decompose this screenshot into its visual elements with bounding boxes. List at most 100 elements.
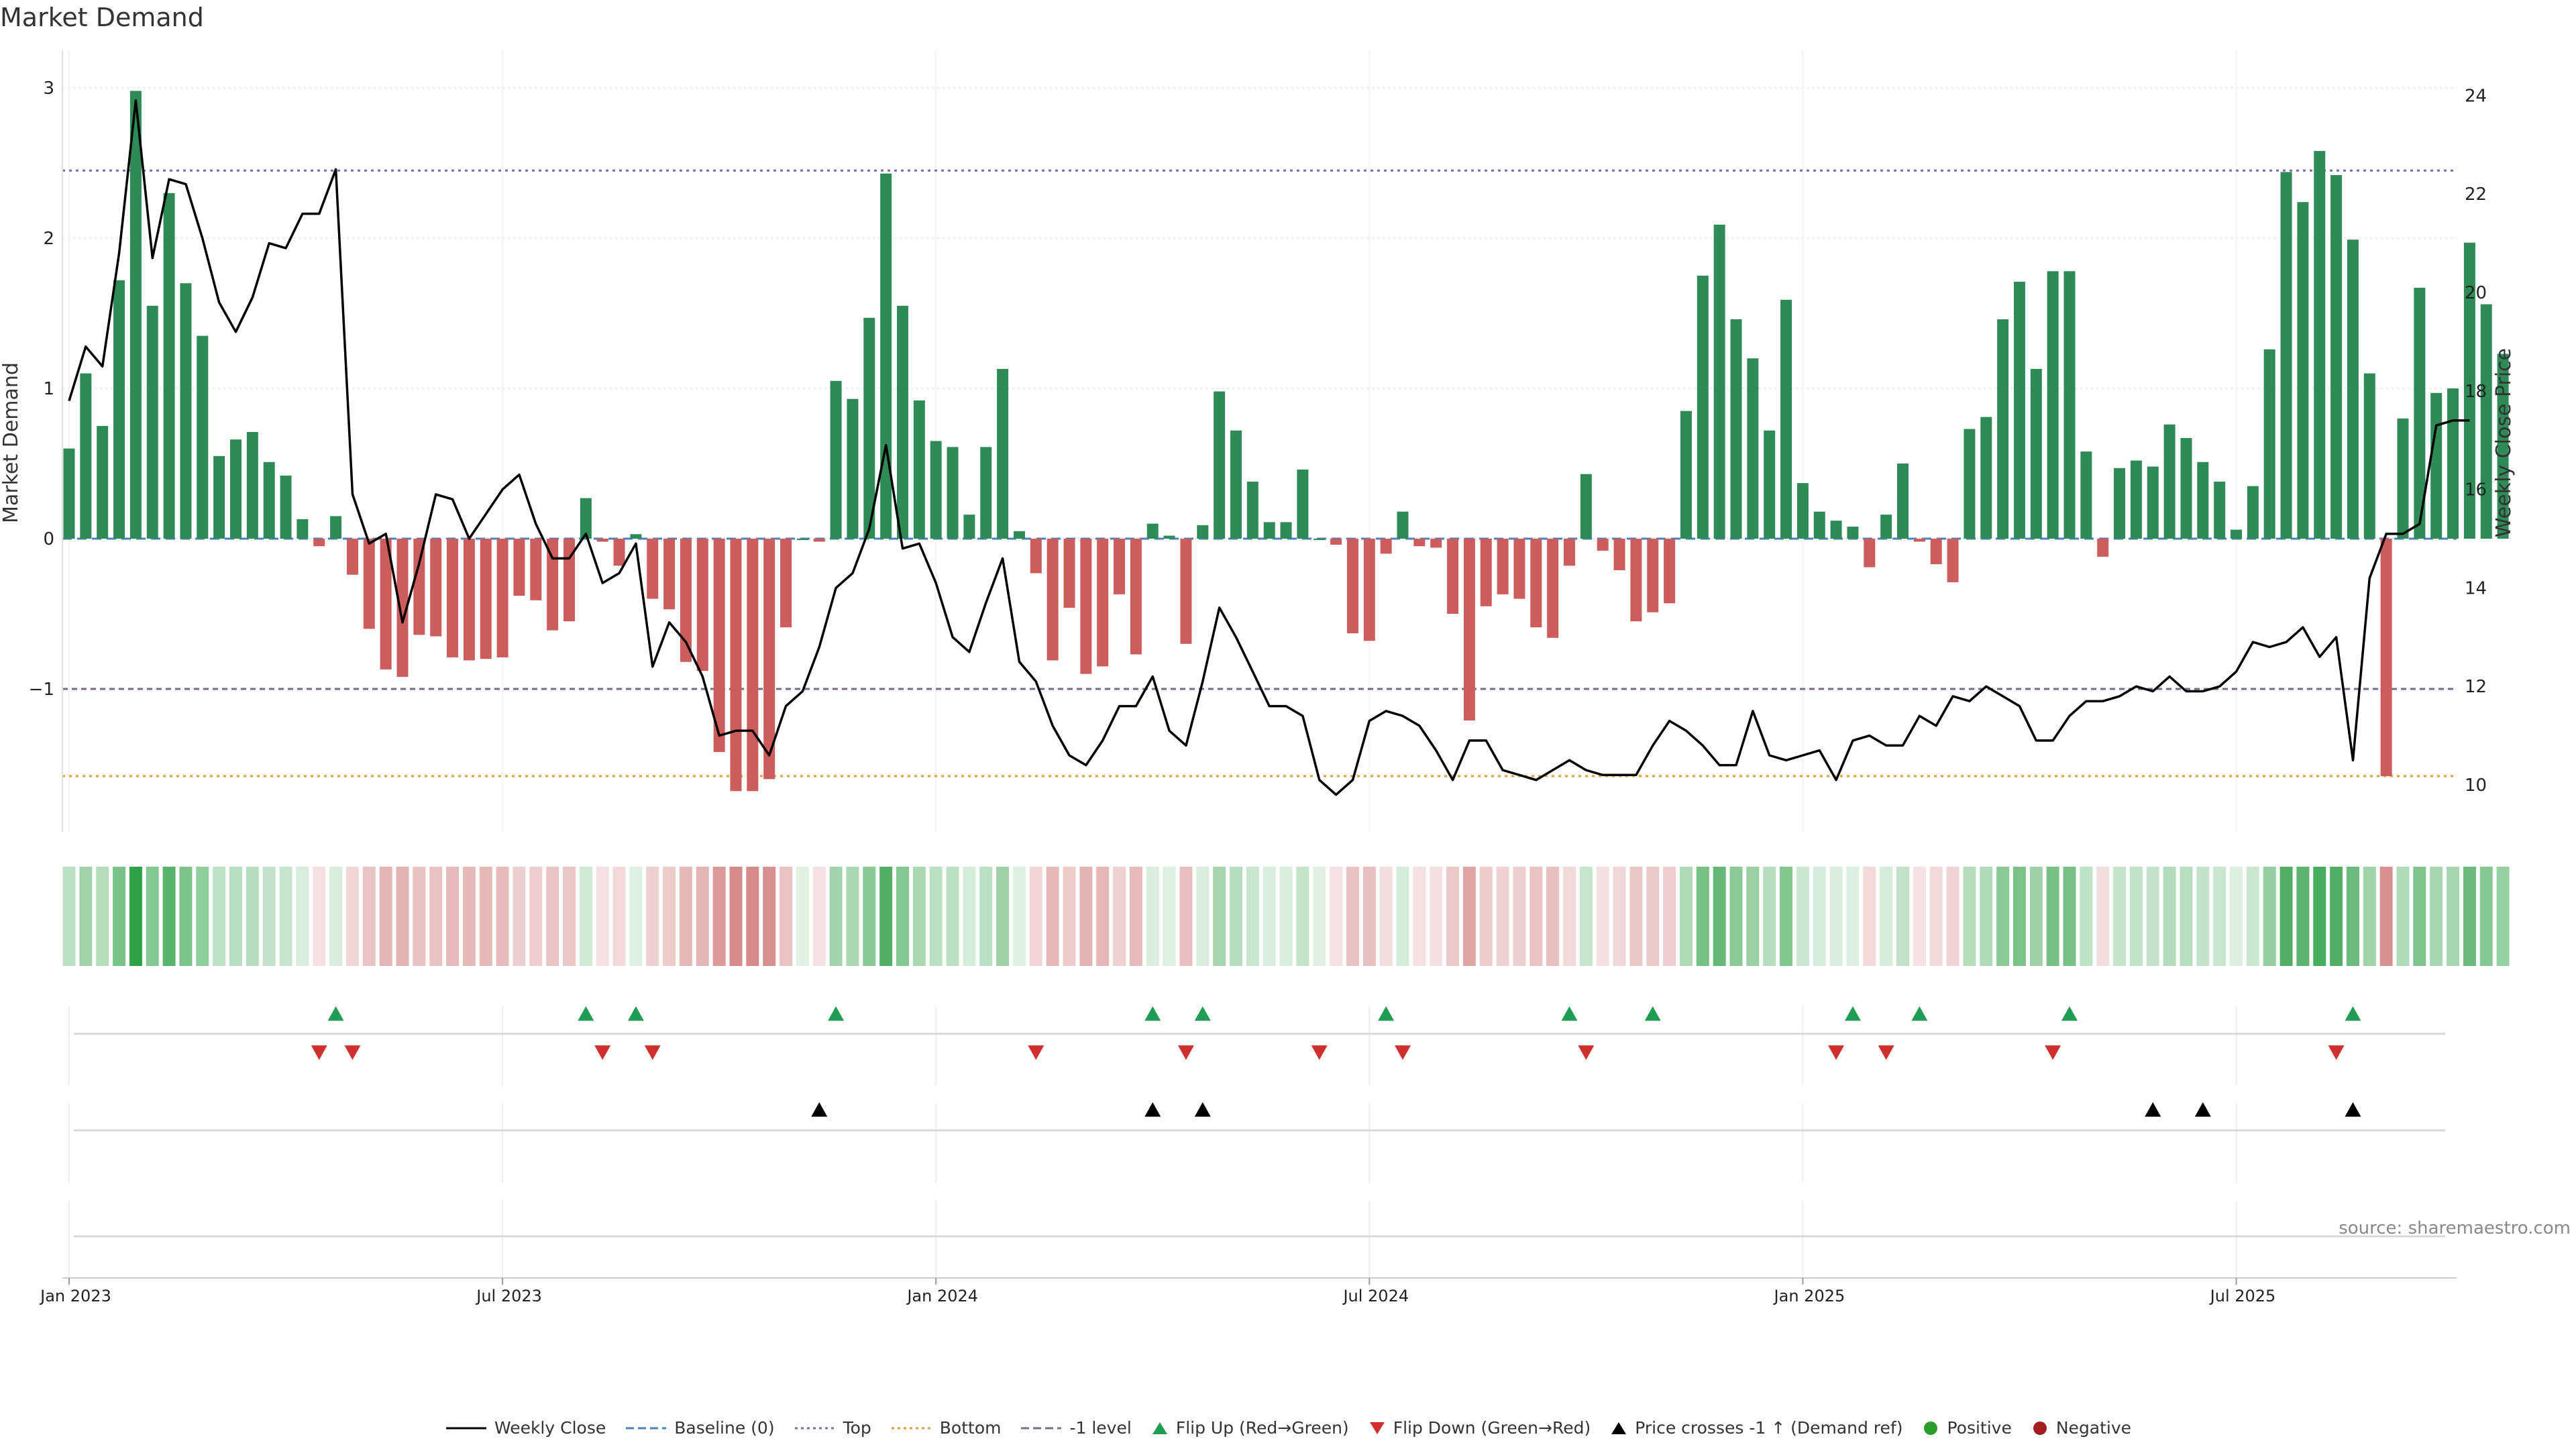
demand-bar [1046,539,1059,661]
demand-bar [596,539,608,542]
heat-cell [2463,867,2476,966]
demand-bar [447,539,459,657]
y-tick-label: 1 [43,379,54,399]
legend-triangle-down [1369,1421,1385,1434]
demand-bar [2363,373,2375,539]
heat-cell [1362,867,1376,966]
heat-cell [1780,867,1793,966]
heat-cell [113,867,126,966]
demand-bar [1830,521,1842,539]
demand-bar [1947,539,1959,582]
heat-cell [1346,867,1359,966]
legend-item: Negative [2031,1418,2131,1438]
flip-up-marker [2345,1006,2361,1021]
demand-bar [2030,368,2042,539]
heat-cell [1846,867,1860,966]
demand-bar [2080,451,2092,539]
heat-cell [2113,867,2127,966]
heat-cell [1980,867,1993,966]
heat-cell [146,867,159,966]
demand-bar [897,305,908,539]
y2-tick-label: 24 [2465,86,2487,106]
legend-swatch [1611,1421,1627,1434]
demand-bar [180,283,192,539]
y-tick-label: 0 [43,529,54,549]
heat-cell [479,867,492,966]
demand-bar [1280,522,1292,539]
demand-bar [763,539,775,780]
demand-bar [230,439,241,539]
demand-bar [330,516,342,539]
demand-bar [2180,437,2192,539]
demand-bar [1564,539,1575,566]
heat-cell [879,867,893,966]
flip-up-marker [1644,1006,1661,1021]
legend-item: Baseline (0) [625,1418,775,1438]
y2-tick-label: 10 [2465,775,2487,796]
heat-cell [429,867,443,966]
heat-strip [62,867,2510,966]
heat-cell [929,867,943,966]
demand-bar [1547,539,1559,638]
heat-cell [812,867,826,966]
heat-cell [496,867,509,966]
heat-cell [1563,867,1576,966]
flip-down-marker [644,1045,661,1060]
demand-bar [2147,466,2159,539]
heat-cell [396,867,409,966]
heat-cell [2180,867,2193,966]
demand-bar [1463,539,1475,721]
heat-cell [2479,867,2493,966]
legend-dot [1924,1421,1938,1435]
heat-cell [912,867,926,966]
heat-cell [946,867,959,966]
x-axis: Jan 2023 Jul 2023 Jan 2024 Jul 2024 Jan 2025… [39,1277,2457,1305]
demand-bar [1313,539,1326,540]
heat-cell [2012,867,2026,966]
legend-swatch [891,1427,932,1429]
heat-cell [1513,867,1526,966]
demand-bar [1180,539,1192,644]
heat-cell [513,867,526,966]
demand-bar [1897,464,1909,539]
demand-bar [930,441,942,539]
y2-tick-label: 12 [2465,677,2487,697]
legend-item: Positive [1921,1418,2012,1438]
demand-bar [1680,411,1692,539]
flip-up-marker [578,1006,594,1021]
x-tick-label: Jan 2025 [1773,1287,1845,1305]
heat-cell [529,867,543,966]
heat-cell [1929,867,1943,966]
flip-down-marker [1395,1045,1411,1060]
demand-bar [1613,539,1625,571]
heat-cell [1179,867,1193,966]
flip-down-marker [344,1045,361,1060]
heat-cell [679,867,692,966]
demand-bar [1796,483,1809,539]
heat-cell [213,867,226,966]
demand-bar [1230,430,1242,539]
y2-tick-label: 22 [2465,184,2487,205]
demand-bar [1030,539,1042,574]
heat-cell [1430,867,1443,966]
legend-item: Bottom [890,1418,1001,1438]
demand-bar [1497,539,1509,594]
flip-up-marker [1561,1006,1578,1021]
y-tick-label: 2 [43,229,54,249]
flip-up-marker [627,1006,644,1021]
heat-cell [2313,867,2326,966]
demand-bar [1664,539,1676,604]
heat-cell [1029,867,1042,966]
legend-item: Flip Up (Red→Green) [1150,1418,1349,1438]
cross-up-marker [2145,1102,2161,1117]
demand-bar [1964,429,1976,539]
heat-cell [2279,867,2293,966]
demand-bar [2130,460,2142,539]
demand-bar [413,539,425,635]
heat-cell [979,867,993,966]
heat-cell [1713,867,1726,966]
demand-bar [1997,319,2009,539]
signal-panels [68,1006,2445,1280]
heat-cell [1379,867,1393,966]
legend-swatch [445,1427,486,1429]
